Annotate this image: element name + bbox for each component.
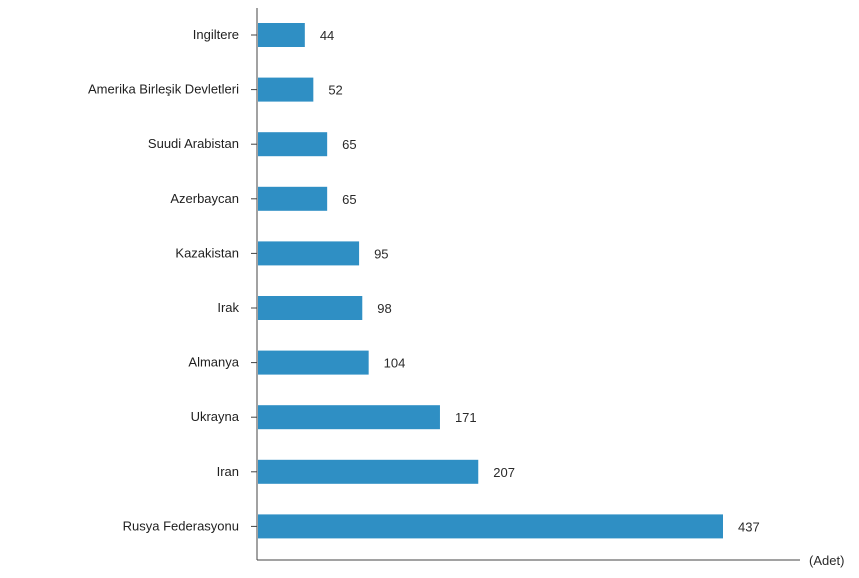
bar: [258, 514, 723, 539]
category-label: Rusya Federasyonu: [123, 518, 239, 533]
value-label: 65: [342, 192, 356, 207]
bar: [258, 186, 328, 211]
value-label: 104: [384, 356, 406, 371]
bar: [258, 241, 360, 266]
bar: [258, 77, 314, 102]
category-label: Iran: [217, 464, 239, 479]
bar: [258, 405, 440, 430]
value-label: 65: [342, 137, 356, 152]
value-label: 95: [374, 246, 388, 261]
category-label: Amerika Birleşik Devletleri: [88, 82, 239, 97]
value-label: 98: [377, 301, 391, 316]
value-label: 52: [328, 83, 342, 98]
value-label: 171: [455, 410, 477, 425]
bar: [258, 23, 305, 47]
category-label: Azerbaycan: [170, 191, 239, 206]
bar: [258, 296, 363, 320]
category-label: Ukrayna: [191, 409, 240, 424]
category-labels: Ingiltere Amerika Birleşik Devletleri Suud…: [88, 27, 257, 533]
value-labels: 44 52 65 65 95 98 104 171 207 437: [320, 28, 760, 534]
value-label: 437: [738, 519, 760, 534]
bar: [258, 459, 479, 484]
bar: [258, 350, 369, 375]
category-label: Kazakistan: [175, 245, 239, 260]
category-label: Irak: [217, 300, 239, 315]
value-label: 207: [493, 465, 515, 480]
bars: [258, 23, 723, 539]
category-label: Almanya: [188, 355, 239, 370]
category-label: Suudi Arabistan: [148, 136, 239, 151]
category-label: Ingiltere: [193, 27, 239, 42]
unit-label: (Adet): [809, 553, 844, 568]
bar: [258, 132, 328, 157]
value-label: 44: [320, 28, 334, 43]
